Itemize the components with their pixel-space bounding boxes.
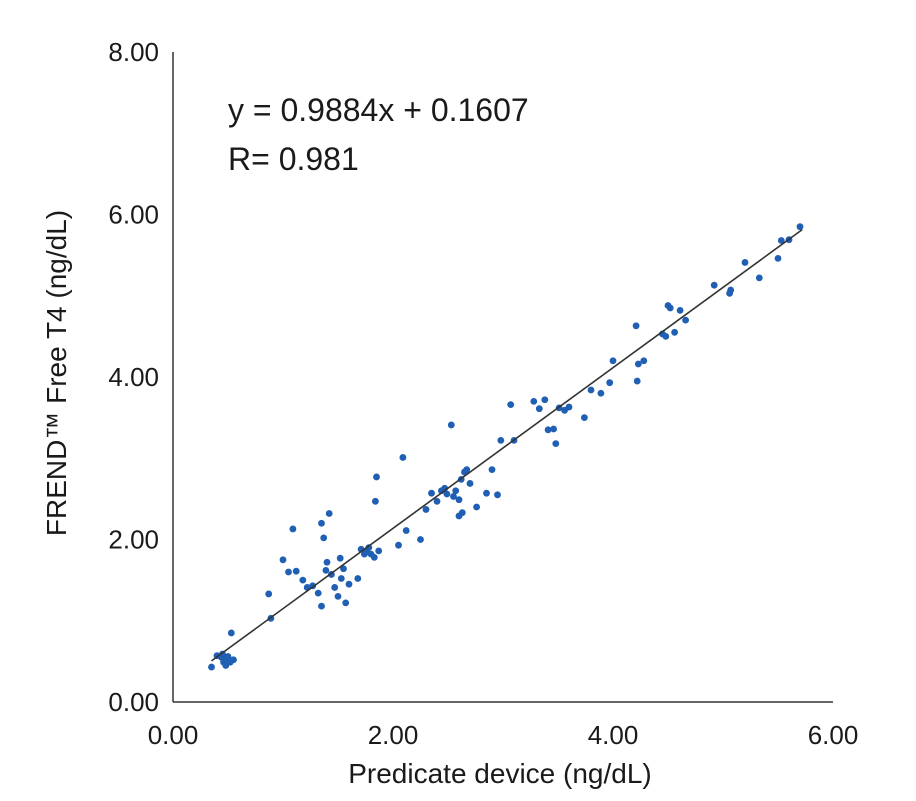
y-tick-label: 0.00 [108,687,159,717]
data-point [372,497,379,505]
data-point [466,480,474,487]
y-tick-label: 2.00 [108,525,159,555]
data-point [552,440,560,448]
data-point [507,401,515,409]
data-point [676,306,684,314]
data-point [208,663,215,671]
data-point [373,473,380,481]
data-point [314,589,322,597]
y-tick-label: 4.00 [108,362,159,392]
data-point [230,656,237,664]
data-point [289,525,297,533]
data-point [550,425,557,433]
data-point [473,503,480,511]
data-point [606,379,614,387]
data-point [587,386,595,394]
x-tick-label: 4.00 [588,720,639,750]
data-point [777,237,785,244]
data-point [322,566,330,574]
data-point [370,553,378,561]
data-point [640,357,648,365]
data-point [541,396,549,404]
data-point [565,403,573,411]
data-point [497,436,505,444]
x-tick-label: 6.00 [808,720,859,750]
data-point [488,466,496,474]
data-point [609,357,617,365]
data-point [331,584,339,591]
x-axis-label: Predicate device (ng/dL) [348,758,652,789]
data-point [443,490,451,498]
data-point [741,259,749,266]
data-point [727,286,735,294]
data-point [796,223,804,231]
data-point [447,421,455,429]
data-point [682,316,689,324]
data-point [336,554,344,562]
data-point [530,397,538,405]
data-point [337,575,345,582]
data-point [318,602,325,610]
data-point [365,544,373,552]
data-point [227,629,235,637]
equation-annotation: y = 0.9884x + 0.1607 [228,92,529,128]
data-point [458,509,466,517]
data-point [428,489,435,497]
data-point [483,489,490,497]
data-point [666,304,674,312]
data-point [224,653,232,660]
data-point [375,547,383,555]
data-point [340,565,347,573]
y-axis-label: FREND™ Free T4 (ng/dL) [41,210,72,536]
axes [172,52,833,703]
data-point [299,576,307,584]
data-point [285,568,292,576]
x-tick-label: 0.00 [148,720,199,750]
data-point [452,487,460,495]
tick-labels: 0.00 2.00 4.00 6.00 0.00 2.00 4.00 6.00 8.00 [108,37,858,750]
data-point [597,389,605,397]
data-point [433,497,441,505]
data-point [325,510,333,517]
data-point [662,332,670,340]
data-point [710,281,718,289]
data-point [292,567,300,575]
data-point [455,496,463,504]
data-point [422,506,430,513]
data-point [634,360,642,368]
data-point [671,328,678,336]
data-point [399,454,407,461]
data-point [395,541,402,549]
data-point [463,466,471,474]
data-point [774,254,782,262]
data-point [755,274,763,282]
data-point [265,590,273,598]
r-annotation: R= 0.981 [228,141,359,177]
data-point [320,534,328,542]
data-point [334,592,342,600]
data-point [544,426,552,434]
data-point [632,322,640,330]
data-point [535,405,543,413]
data-point [345,580,353,588]
data-point [450,493,457,500]
data-point [342,599,350,607]
y-tick-label: 6.00 [108,200,159,230]
data-point [494,491,501,499]
data-point [354,575,362,582]
data-point [417,536,424,543]
x-tick-label: 2.00 [368,720,419,750]
regression-line [211,228,803,662]
data-point [402,527,410,534]
data-point [581,414,588,422]
data-point [323,558,331,566]
data-point [633,377,641,385]
data-point [318,519,325,527]
y-tick-label: 8.00 [108,37,159,67]
data-point [279,556,287,564]
